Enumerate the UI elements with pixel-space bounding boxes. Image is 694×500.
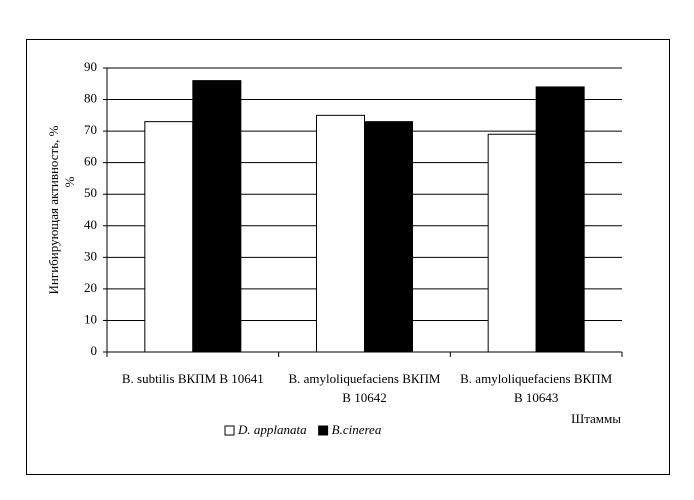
x-tick-label: B. amyloliquefaciens ВКПМ В 10643 [460,371,613,405]
y-tick-label: 50 [84,185,97,200]
legend-label: B.cinerea [332,422,382,437]
legend-label: D. applanata [237,422,307,437]
y-tick-label: 60 [84,154,97,169]
y-tick-label: 20 [84,280,97,295]
y-axis-label-line: Ингибирующая активность, % [46,125,61,294]
y-axis-label-line: % [62,176,77,187]
y-tick-label: 40 [84,217,97,232]
x-tick-label: B. subtilis ВКПМ В 10641 [121,371,264,386]
bar [316,114,365,353]
bar [192,80,242,353]
x-tick-label: B. amyloliquefaciens ВКПМ В 10642 [288,371,441,405]
y-tick-label: 10 [84,311,97,326]
y-tick-label: 0 [91,343,98,358]
bar [364,121,413,353]
y-axis-label: Ингибирующая активность, %% [46,125,77,294]
legend-swatch [224,425,235,436]
y-tick-label: 70 [84,122,97,137]
bar [144,121,194,353]
y-tick-label: 90 [84,59,97,74]
y-tick-label: 80 [84,91,97,106]
legend-swatch [318,425,329,436]
y-tick-label: 30 [84,248,97,263]
bar [535,86,585,353]
x-axis-label: Штаммы [571,411,621,426]
chart-frame [26,39,670,475]
bar [487,133,537,353]
